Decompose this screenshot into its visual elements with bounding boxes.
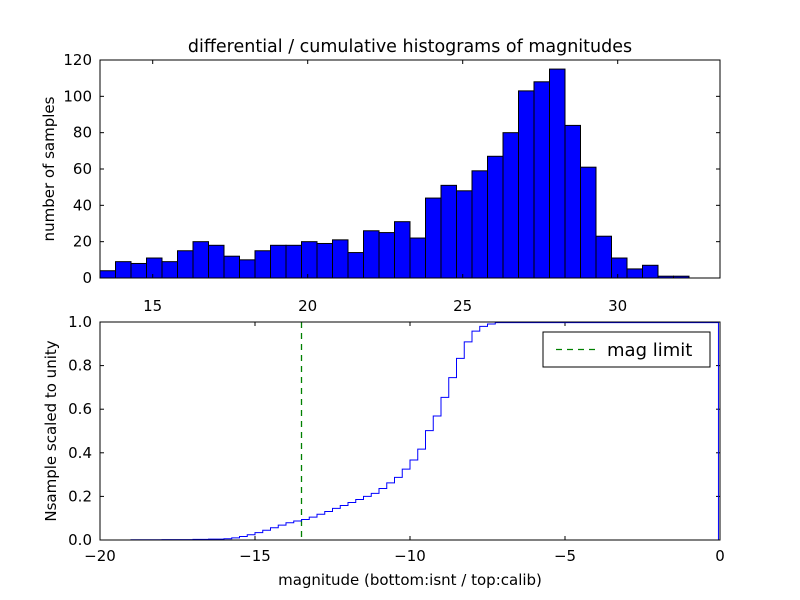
histogram-bar <box>254 250 271 279</box>
cumulative-y-tick-label: 0.6 <box>68 400 92 418</box>
histogram-panel: differential / cumulative histograms of … <box>40 37 721 315</box>
histogram-x-tick-label: 30 <box>608 297 627 315</box>
histogram-bar <box>301 241 318 279</box>
histogram-y-tick-label: 0 <box>82 269 92 287</box>
histogram-y-axis-label: number of samples <box>40 96 58 241</box>
histogram-bar <box>518 90 535 279</box>
histogram-bar <box>549 68 566 279</box>
histogram-bar <box>378 232 395 279</box>
histogram-bar <box>425 197 442 279</box>
histogram-bar <box>192 241 209 279</box>
histogram-bar <box>471 170 488 279</box>
histogram-ticks: 15 20 25 30 0 20 40 60 80 100 120 <box>63 51 720 315</box>
histogram-axes-frame <box>99 59 721 279</box>
histogram-bar <box>115 261 132 279</box>
cumulative-ticks: −20 −15 −10 −5 0 0.0 0.2 0.4 0.6 0.8 1.0 <box>68 313 725 565</box>
histogram-bar <box>440 184 457 279</box>
histogram-bar <box>487 155 504 279</box>
cumulative-step-line <box>100 322 719 541</box>
cumulative-x-tick-label: −20 <box>84 547 116 565</box>
histogram-y-tick-label: 120 <box>63 51 92 69</box>
cumulative-y-tick-label: 0.2 <box>68 487 92 505</box>
histogram-y-tick-label: 40 <box>73 196 92 214</box>
histogram-x-tick-label: 15 <box>143 297 162 315</box>
histogram-bar <box>363 230 380 279</box>
histogram-bar <box>285 244 302 279</box>
histogram-y-tick-label: 80 <box>73 124 92 142</box>
histogram-bar <box>208 244 225 279</box>
histogram-bar <box>177 250 194 279</box>
chart-title: differential / cumulative histograms of … <box>188 37 632 57</box>
legend-entry-label: mag limit <box>607 340 692 361</box>
histogram-bar <box>626 268 643 279</box>
histogram-bar <box>347 252 364 279</box>
histogram-x-tick-label: 20 <box>298 297 317 315</box>
histogram-bar <box>239 259 256 279</box>
histogram-y-tick-label: 100 <box>63 87 92 105</box>
legend: mag limit <box>542 331 711 368</box>
cumulative-y-tick-label: 0.4 <box>68 444 92 462</box>
cumulative-axes-frame <box>99 321 721 541</box>
histogram-bar <box>130 262 147 279</box>
histogram-bar <box>642 264 659 279</box>
histogram-bar <box>533 81 550 279</box>
histogram-bar <box>611 257 628 279</box>
cumulative-panel: −20 −15 −10 −5 0 0.0 0.2 0.4 0.6 0.8 1.0 mag limit… <box>42 313 725 589</box>
histogram-bar <box>564 124 581 279</box>
histogram-bars <box>99 68 690 279</box>
cumulative-x-tick-label: −15 <box>239 547 271 565</box>
histogram-bar <box>502 132 519 279</box>
histogram-bar <box>332 239 349 279</box>
histogram-bar <box>161 261 178 279</box>
histogram-bar <box>394 221 411 279</box>
cumulative-y-tick-label: 0.8 <box>68 357 92 375</box>
histogram-y-tick-label: 20 <box>73 233 92 251</box>
histogram-y-tick-label: 60 <box>73 160 92 178</box>
cumulative-x-axis-label: magnitude (bottom:isnt / top:calib) <box>278 571 542 589</box>
cumulative-y-tick-label: 1.0 <box>68 313 92 331</box>
histogram-bar <box>270 244 287 279</box>
histogram-bar <box>580 166 597 279</box>
cumulative-y-tick-label: 0.0 <box>68 531 92 549</box>
histogram-bar <box>409 237 426 279</box>
histogram-bar <box>99 270 116 279</box>
histogram-bar <box>223 255 240 279</box>
cumulative-x-tick-label: −10 <box>394 547 426 565</box>
cumulative-x-tick-label: −5 <box>554 547 576 565</box>
histogram-bar <box>316 242 333 279</box>
histogram-bar <box>146 257 163 279</box>
cumulative-x-tick-label: 0 <box>715 547 725 565</box>
cumulative-y-axis-label: Nsample scaled to unity <box>42 340 60 521</box>
histogram-bar <box>595 235 612 279</box>
histogram-bar <box>456 190 473 279</box>
histogram-x-tick-label: 25 <box>453 297 472 315</box>
